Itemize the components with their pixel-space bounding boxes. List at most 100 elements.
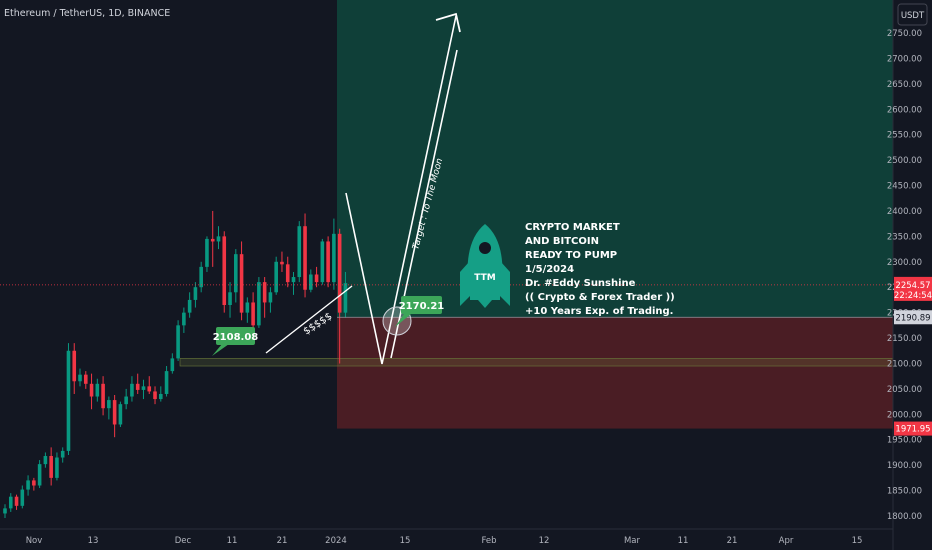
text-line-5: Dr. #Eddy Sunshine [525,278,636,289]
time-tick-label: Nov [26,536,43,546]
candle-body [309,274,313,290]
price-tick-label: 1800.00 [887,512,922,522]
text-line-4: 1/5/2024 [525,264,574,275]
candle-body [182,312,186,326]
price-tick-label: 1950.00 [887,436,922,446]
candle-body [170,358,175,372]
price-tick-label: 2100.00 [887,359,922,369]
candle-body [112,400,117,425]
price-tick-label: 2650.00 [887,80,922,90]
price-axis[interactable]: 1800.00 1850.00 1900.00 1950.00 2000.00 2050.… [887,0,932,550]
time-axis[interactable]: Nov 13 Dec 11 21 2024 15 Feb 12 Mar 11 21 Apr 15 [0,528,893,546]
callout-entry-box [401,296,442,314]
time-tick-label: 15 [852,536,863,546]
candle-body [205,238,209,267]
text-line-1: CRYPTO MARKET [525,222,620,233]
callout-entry: 2170.21 [395,296,444,327]
candle-body [337,233,342,313]
text-line-7: +10 Years Exp. of Trading. [525,306,673,317]
candle-body [343,283,348,313]
trend-line [265,285,353,354]
candle-body [297,226,302,278]
candle-body [147,386,152,392]
candle-body [187,299,192,313]
candle-body [257,282,261,326]
symbol-legend: Ethereum / TetherUS, 1D, BINANCE [4,8,170,19]
rocket-base [470,282,500,300]
stop-loss-zone [337,317,893,429]
candle-body [107,400,111,409]
price-tick-label: 2450.00 [887,182,922,192]
candle-body [251,302,255,326]
time-tick-label: 15 [400,536,411,546]
currency-button-box [897,3,928,26]
time-tick-label: Mar [624,536,641,546]
candle-body [262,282,267,303]
candle-body [72,350,77,382]
candle-body [89,383,94,397]
candle-body [199,266,203,288]
candle-body [320,241,325,283]
candle-body [141,386,146,390]
candle-body [228,292,232,306]
text-line-2: AND BITCOIN [525,236,599,247]
text-line-6: (( Crypto & Forex Trader )) [525,292,675,303]
candle-body [274,261,278,293]
candle-body [176,325,180,359]
price-axis-background [893,0,932,550]
long-target-zone [337,0,893,318]
support-band [179,358,894,367]
candle-body [43,456,48,465]
candle-body [3,508,7,514]
candle-body [234,254,238,293]
time-axis-ticks: Nov 13 Dec 11 21 2024 15 Feb 12 Mar 11 21 Apr 15 [26,536,863,546]
rocket-exhaust [478,300,492,308]
time-tick-label: 21 [727,536,738,546]
candle-body [55,457,59,478]
support-band-rect [179,358,894,367]
candle-body [20,489,25,506]
candle-body [239,254,244,313]
price-tick-label: 2150.00 [887,334,922,344]
time-tick-label: 12 [539,536,550,546]
arrow-head [435,12,461,33]
entry-price-label: 2190.89 [895,313,930,323]
candle-body [216,236,221,242]
price-tick-label: 2000.00 [887,410,922,420]
candle-body [332,233,336,283]
price-tick-label: 2400.00 [887,207,922,217]
currency-button-label: USDT [901,11,925,21]
current-price-label: 2254.57 [895,281,930,291]
time-tick-label: Apr [779,536,794,546]
candle-body [314,274,319,283]
callout-low-text: 2108.08 [213,332,259,343]
candle-body [245,302,250,313]
rocket-fin-left [460,262,472,306]
price-tick-label: 2050.00 [887,385,922,395]
rocket-window [479,242,491,254]
candle-body [37,464,42,486]
price-tick-label: 2750.00 [887,29,922,39]
candle-body [32,480,36,486]
candlesticks [3,210,348,519]
time-tick-label: 11 [227,536,238,546]
countdown-label: 22:24:54 [894,291,932,301]
candle-body [78,374,82,382]
callout-entry-pointer [395,314,411,327]
candle-body [83,374,88,384]
price-tick-label: 2350.00 [887,232,922,242]
time-tick-label: 11 [678,536,689,546]
price-tick-label: 2600.00 [887,105,922,115]
callout-entry-text: 2170.21 [399,301,445,312]
price-tick-label: 2500.00 [887,156,922,166]
text-line-3: READY TO PUMP [525,250,617,261]
candle-body [193,287,198,300]
currency-button[interactable]: USDT [897,3,928,26]
price-tick-label: 1900.00 [887,461,922,471]
candle-body [153,391,157,400]
price-tick-label: 2300.00 [887,258,922,268]
callout-low-box [216,327,255,345]
candle-body [222,236,227,306]
